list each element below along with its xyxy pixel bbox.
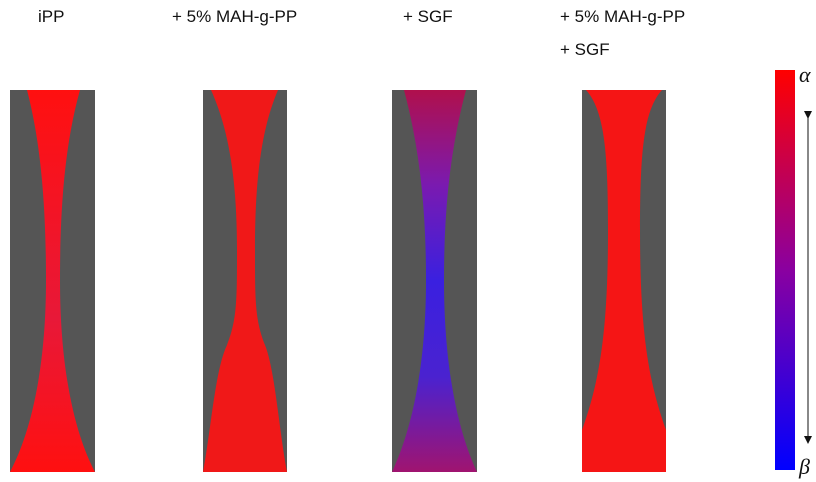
panel-label: + 5% MAH-g-PP <box>172 7 297 26</box>
colorbar-top-label: α <box>799 62 811 87</box>
colorbar-bottom-label: β <box>798 454 810 479</box>
panel-label: + 5% MAH-g-PP <box>560 7 685 26</box>
panel-label: + SGF <box>560 40 610 59</box>
specimen-panel <box>392 90 477 472</box>
specimen-panel <box>10 90 95 472</box>
colorbar <box>775 70 795 470</box>
figure: iPP + 5% MAH-g-PP + SGF + 5% MAH-g-PP + … <box>0 0 816 482</box>
panel-label: + SGF <box>403 7 453 26</box>
specimen-panel <box>203 90 287 472</box>
panel-label: iPP <box>38 7 64 26</box>
specimen-panel <box>582 90 666 472</box>
